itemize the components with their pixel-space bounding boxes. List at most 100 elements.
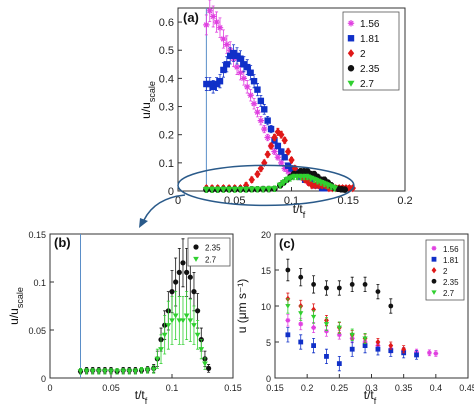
data-point — [336, 332, 342, 338]
legend-entry: 2 — [360, 49, 366, 60]
data-point — [120, 369, 127, 375]
data-point — [236, 187, 244, 194]
legend-marker — [431, 256, 437, 262]
data-point — [176, 318, 183, 324]
data-point — [261, 106, 268, 113]
data-point — [253, 186, 261, 193]
data-point — [144, 368, 151, 374]
data-point — [280, 179, 288, 187]
data-point — [281, 136, 288, 145]
data-point — [202, 361, 208, 367]
panel-b-marks — [77, 238, 212, 375]
data-point — [184, 269, 190, 275]
data-point — [206, 80, 213, 88]
data-point — [324, 354, 329, 359]
x-tick-label: 0.15 — [338, 195, 359, 207]
data-point — [298, 321, 304, 327]
x-tick-label: 0 — [47, 383, 52, 393]
data-point — [298, 311, 304, 316]
y-tick-label: 0.1 — [33, 278, 46, 288]
data-point — [298, 339, 304, 345]
y-tick-label: 0.4 — [159, 73, 174, 85]
panel-a-label: (a) — [183, 10, 199, 25]
legend-marker — [347, 80, 355, 87]
data-point — [284, 147, 292, 156]
data-point — [336, 361, 342, 366]
data-point — [261, 125, 268, 133]
data-point — [257, 117, 265, 124]
y-tick-label: 0 — [41, 374, 46, 384]
x-tick-label: 0.3 — [365, 383, 378, 393]
data-point — [388, 348, 394, 354]
data-point — [414, 352, 419, 358]
panel-b: 0 0.05 0.1 0.15 0 0.05 0.1 0.15 (b) t/tf u/usca… — [7, 230, 242, 406]
legend-entry: 2.35 — [205, 244, 221, 253]
data-point — [114, 369, 120, 375]
legend-marker — [347, 35, 355, 42]
data-point — [150, 367, 157, 373]
legend-marker — [347, 20, 355, 27]
panel-b-label: (b) — [54, 235, 71, 250]
data-point — [187, 318, 194, 324]
y-tick-label: 0.2 — [159, 130, 174, 142]
y-tick-label: 15 — [261, 266, 271, 276]
y-tick-label: 0.6 — [159, 17, 174, 29]
data-point — [331, 185, 339, 192]
data-point — [278, 130, 285, 139]
y-tick-label: 0 — [168, 186, 174, 198]
legend-entry: 2.7 — [360, 79, 374, 90]
data-point — [165, 323, 172, 329]
data-point — [209, 83, 217, 91]
data-point — [336, 325, 342, 331]
panel-c-label: (c) — [279, 236, 295, 251]
x-tick-label: 0.1 — [166, 383, 179, 393]
data-point — [126, 369, 133, 375]
data-point — [180, 318, 186, 324]
panel-b-frame — [49, 233, 234, 379]
data-point — [154, 356, 161, 362]
data-point — [220, 35, 227, 43]
data-point — [209, 13, 217, 20]
panel-c-legend: 1.56 1.81 2 2.35 2.7 — [425, 239, 465, 301]
legend-marker — [431, 267, 437, 274]
data-point — [223, 41, 231, 48]
data-point — [264, 117, 271, 124]
legend-entry: 2.7 — [205, 256, 217, 265]
data-point — [254, 86, 261, 93]
legend-marker — [431, 245, 437, 251]
data-point — [278, 159, 285, 167]
data-point — [247, 92, 254, 99]
data-point — [247, 69, 254, 76]
data-point — [227, 52, 234, 60]
data-point — [176, 269, 182, 275]
data-point — [194, 332, 201, 338]
data-point — [242, 187, 250, 194]
data-point — [401, 346, 407, 353]
data-point — [274, 154, 282, 161]
data-point — [375, 289, 381, 294]
data-point — [89, 369, 96, 375]
zoom-arrow-head — [139, 218, 148, 228]
legend-marker — [431, 278, 437, 284]
panel-a-legend: 1.56 1.81 2 2.35 2.7 — [342, 11, 400, 91]
data-point — [349, 332, 355, 338]
zoom-arrow — [143, 194, 186, 221]
data-point — [375, 346, 381, 352]
data-point — [308, 181, 316, 190]
data-point — [324, 285, 329, 291]
data-point — [216, 24, 224, 31]
data-point — [180, 260, 186, 266]
data-point — [278, 148, 285, 155]
data-point — [298, 274, 304, 280]
data-point — [257, 164, 265, 173]
data-point — [271, 133, 278, 142]
data-point — [248, 175, 255, 184]
data-point — [433, 351, 439, 356]
data-point — [244, 83, 251, 91]
data-point — [323, 322, 330, 327]
data-point — [254, 108, 261, 116]
data-point — [233, 52, 241, 60]
legend-entry: 2.35 — [443, 278, 459, 287]
panel-c: 0.15 0.2 0.25 0.3 0.35 0.4 0.45 0 5 10 15 20 (c) t/… — [235, 230, 474, 406]
data-point — [213, 18, 220, 26]
